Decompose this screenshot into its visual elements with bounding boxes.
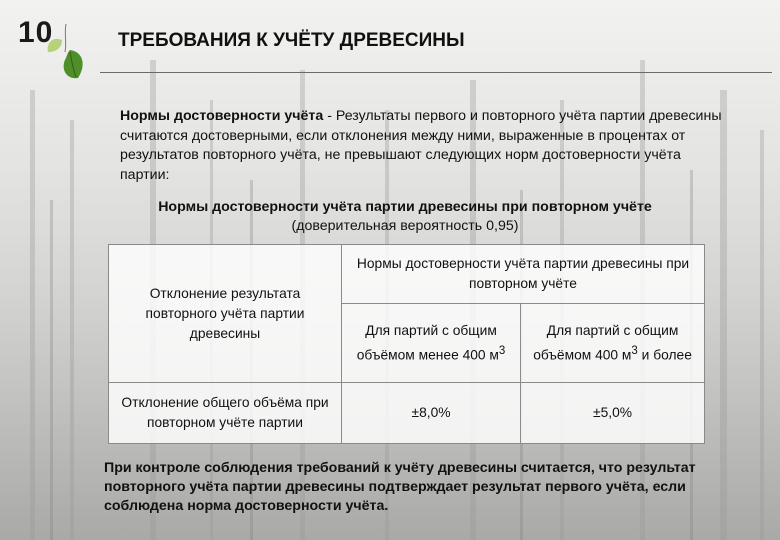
- title-divider: [100, 72, 772, 73]
- column-group-header: Нормы достоверности учёта партии древеси…: [341, 244, 705, 304]
- table-caption-note: (доверительная вероятность 0,95): [291, 218, 519, 234]
- intro-paragraph: Нормы достоверности учёта - Результаты п…: [120, 107, 730, 185]
- column-header-400-plus-text: Для партий с общим объёмом 400 м: [533, 322, 679, 363]
- table-caption: Нормы достоверности учёта партии древеси…: [100, 198, 710, 236]
- birch-leaf-icon: [47, 23, 83, 79]
- intro-term: Нормы достоверности учёта: [120, 108, 324, 124]
- row-header-text: Отклонение результата повторного учёта п…: [145, 285, 305, 341]
- column-header-400-plus: Для партий с общим объёмом 400 м3 и боле…: [520, 303, 705, 383]
- page-title: ТРЕБОВАНИЯ К УЧЁТУ ДРЕВЕСИНЫ: [118, 30, 465, 51]
- column-group-header-text: Нормы достоверности учёта партии древеси…: [356, 256, 690, 291]
- cubic-superscript: 3: [498, 344, 506, 357]
- conclusion-paragraph: При контроле соблюдения требований к учё…: [104, 460, 696, 514]
- value-400-plus: ±5,0%: [520, 382, 705, 444]
- norms-table: Отклонение результата повторного учёта п…: [108, 244, 705, 444]
- intro-text: - Результаты первого и повторного учёта …: [120, 108, 722, 183]
- value-under-400: ±8,0%: [340, 382, 522, 444]
- row-header-cell: Отклонение результата повторного учёта п…: [108, 244, 342, 383]
- row-label-text: Отклонение общего объёма при повторном у…: [121, 395, 329, 430]
- row-label-cell: Отклонение общего объёма при повторном у…: [108, 382, 342, 444]
- column-header-under-400-text: Для партий с общим объёмом менее 400 м: [356, 322, 499, 363]
- column-header-under-400: Для партий с общим объёмом менее 400 м3: [340, 303, 522, 383]
- column-header-400-plus-suffix: и более: [637, 347, 692, 363]
- slide-number: 10: [18, 16, 54, 49]
- cubic-superscript: 3: [631, 344, 638, 357]
- table-caption-main: Нормы достоверности учёта партии древеси…: [158, 199, 652, 215]
